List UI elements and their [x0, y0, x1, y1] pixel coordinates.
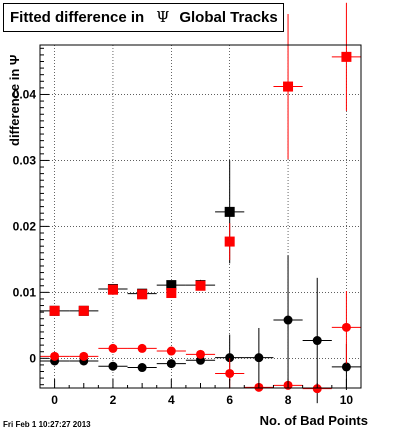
- y-tick-label: 0.02: [13, 219, 37, 233]
- data-point-circle: [50, 351, 60, 361]
- grid-lines: [40, 45, 361, 388]
- data-point-square: [166, 288, 177, 299]
- data-point-circle: [108, 343, 118, 353]
- data-point-circle: [79, 351, 89, 361]
- y-axis-label-text: difference in Ψ: [7, 54, 22, 146]
- y-tick-label: 0: [29, 351, 36, 365]
- y-tick-label: 0.03: [13, 153, 37, 167]
- data-point-circle: [225, 353, 235, 363]
- x-tick-label: 2: [110, 393, 117, 407]
- data-point-circle: [341, 322, 351, 332]
- chart-title: Fitted difference in Ψ Global Tracks: [3, 3, 284, 32]
- title-suffix: Global Tracks: [179, 9, 278, 26]
- data-point-square: [137, 289, 148, 300]
- data-point-square: [224, 236, 235, 247]
- x-tick-label: 10: [340, 393, 354, 407]
- data-point-circle: [312, 384, 322, 394]
- data-point-circle: [196, 349, 205, 359]
- x-tick-label: 4: [168, 393, 175, 407]
- x-tick-label: 6: [226, 393, 233, 407]
- data-point-circle: [225, 368, 235, 378]
- data-point-circle: [166, 359, 176, 369]
- date-stamp: Fri Feb 1 10:27:27 2013: [3, 420, 91, 429]
- data-point-square: [78, 305, 89, 316]
- data-point-square: [195, 280, 206, 291]
- title-prefix: Fitted difference in: [10, 9, 145, 26]
- x-tick-label: 8: [285, 393, 292, 407]
- data-point-circle: [137, 363, 147, 373]
- data-point-circle: [166, 346, 176, 356]
- data-point-circle: [283, 315, 293, 325]
- data-point-circle: [108, 361, 118, 371]
- plot-frame: [39, 44, 362, 389]
- data-point-square: [107, 284, 118, 295]
- data-marks: [40, 2, 361, 404]
- data-point-circle: [254, 353, 264, 363]
- data-point-square: [341, 51, 352, 62]
- y-tick-label: 0.04: [13, 87, 37, 101]
- data-point-circle: [137, 343, 147, 353]
- data-point-square: [166, 280, 177, 291]
- data-point-square: [49, 305, 60, 316]
- axis-ticks: 0 2 4 6 8 10 0 0.01 0.02 0.03 0.04: [13, 47, 354, 407]
- y-axis-label: difference in Ψ: [7, 55, 22, 160]
- y-tick-label: 0.01: [13, 285, 37, 299]
- x-axis-label: No. of Bad Points: [259, 413, 368, 428]
- x-tick-label: 0: [51, 393, 58, 407]
- psi-symbol: Ψ: [156, 8, 170, 26]
- data-point-circle: [312, 336, 322, 346]
- data-point-circle: [341, 362, 351, 372]
- data-point-square: [224, 206, 235, 217]
- data-point-square: [283, 81, 294, 92]
